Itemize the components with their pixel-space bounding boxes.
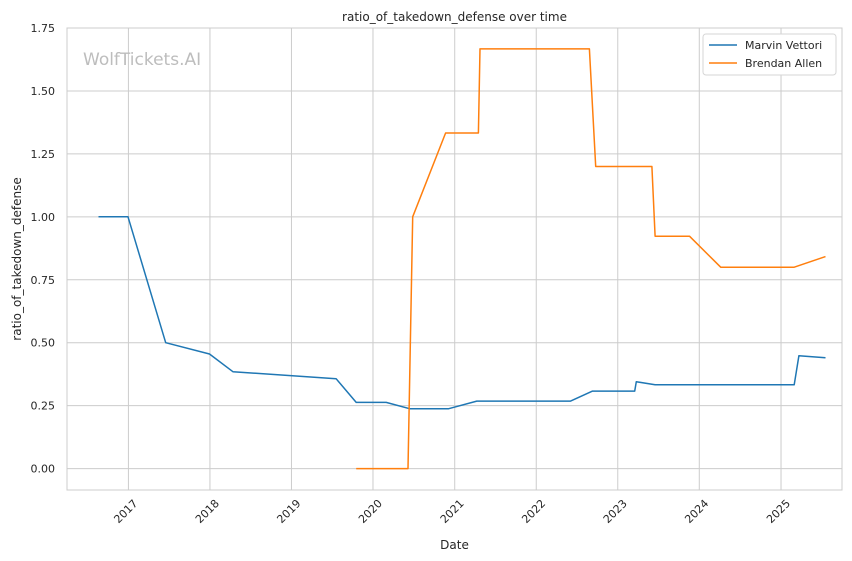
x-axis-title: Date xyxy=(440,538,469,552)
x-gridlines xyxy=(127,28,782,490)
legend-label-marvin-vettori: Marvin Vettori xyxy=(745,39,822,52)
series-line-marvin-vettori xyxy=(98,216,826,410)
x-tick-label-2021: 2021 xyxy=(438,497,467,526)
y-tick-label-1.75: 1.75 xyxy=(31,22,56,35)
x-axis-ticks: 2017 2018 2019 2020 2021 2022 2023 2024 2025 xyxy=(111,497,793,526)
y-tick-label-1.25: 1.25 xyxy=(31,148,56,161)
y-tick-label-0.00: 0.00 xyxy=(31,463,56,476)
series-line-brendan-allen xyxy=(356,48,826,470)
y-gridlines xyxy=(67,27,842,470)
x-tick-label-2022: 2022 xyxy=(519,497,548,526)
x-tick-label-2020: 2020 xyxy=(356,497,385,526)
y-tick-label-1.50: 1.50 xyxy=(31,85,56,98)
x-tick-label-2024: 2024 xyxy=(682,497,711,526)
y-tick-label-1.00: 1.00 xyxy=(31,211,56,224)
y-axis-ticks: 0.00 0.25 0.50 0.75 1.00 1.25 1.50 1.75 xyxy=(31,22,56,476)
series-layer xyxy=(98,48,826,470)
x-tick-label-2017: 2017 xyxy=(111,497,140,526)
y-tick-label-0.50: 0.50 xyxy=(31,337,56,350)
x-tick-label-2019: 2019 xyxy=(274,497,303,526)
chart-title: ratio_of_takedown_defense over time xyxy=(342,10,567,24)
legend-label-brendan-allen: Brendan Allen xyxy=(745,57,822,70)
y-tick-label-0.75: 0.75 xyxy=(31,274,56,287)
y-tick-label-0.25: 0.25 xyxy=(31,400,56,413)
x-tick-label-2023: 2023 xyxy=(601,497,630,526)
y-axis-title: ratio_of_takedown_defense xyxy=(10,177,24,340)
x-tick-label-2025: 2025 xyxy=(764,497,793,526)
legend: Marvin Vettori Brendan Allen xyxy=(702,33,837,76)
x-tick-label-2018: 2018 xyxy=(193,497,222,526)
watermark: WolfTickets.AI xyxy=(83,50,201,70)
